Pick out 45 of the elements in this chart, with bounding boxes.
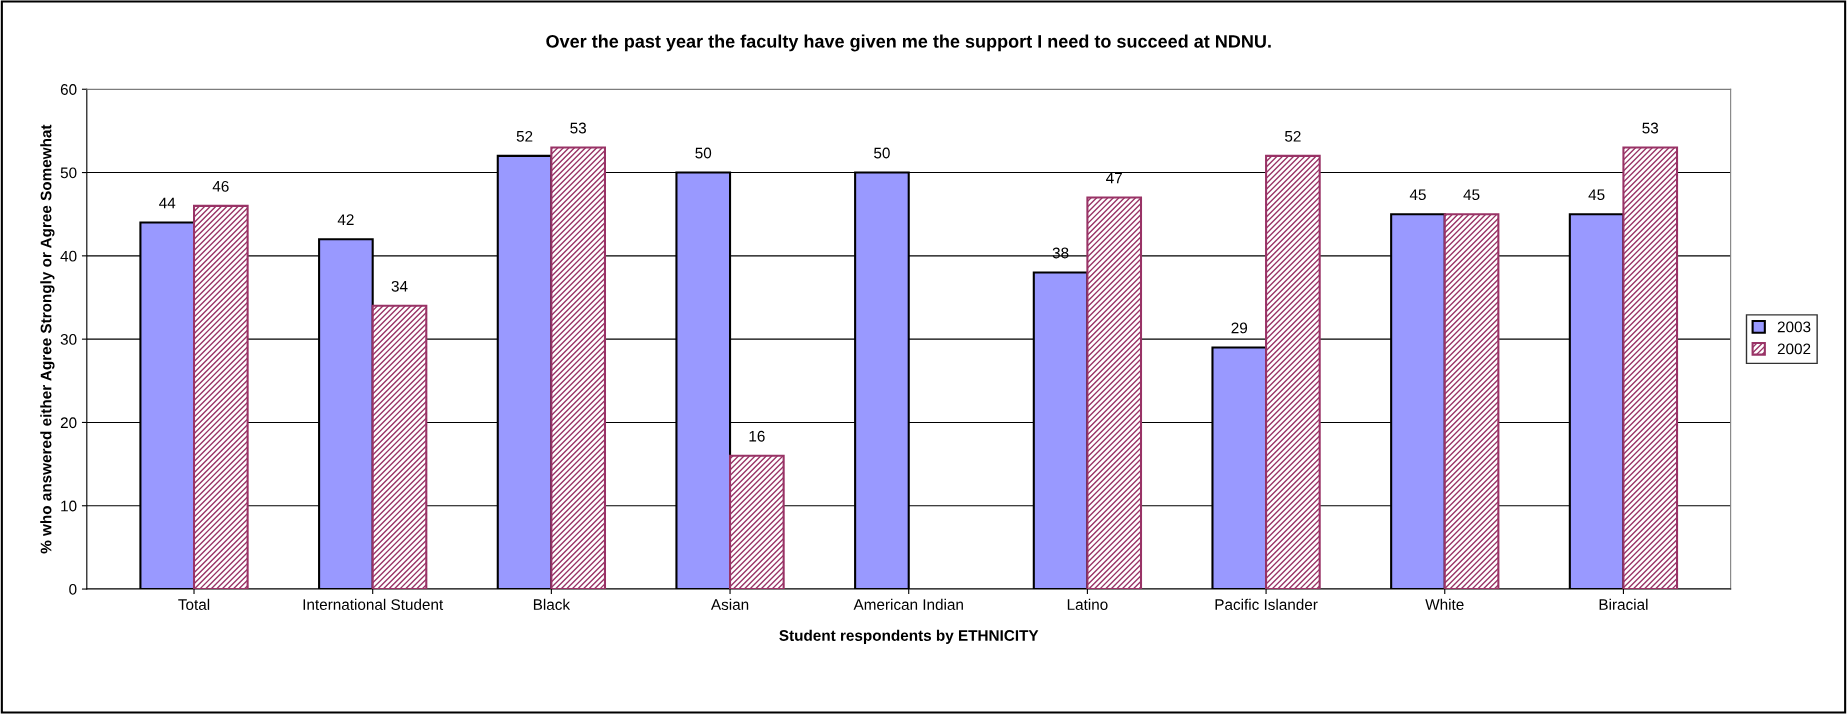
y-tick-label: 30 — [60, 334, 77, 345]
data-label: 16 — [749, 430, 765, 442]
x-tick-label: Pacific Islander — [1215, 598, 1318, 610]
data-label: 50 — [874, 147, 890, 159]
data-label: 45 — [1463, 189, 1480, 201]
x-tick-label: Asian — [710, 598, 749, 610]
chart-title: Over the past year the faculty have given me the support I need to succeed at NDNU. — [546, 34, 1271, 52]
data-label: 46 — [212, 180, 229, 192]
x-axis-title: Student respondents by ETHNICITY — [779, 629, 1039, 644]
bar — [1086, 196, 1143, 590]
bar — [371, 304, 428, 590]
y-axis-title: % who answered either Agree Strongly or Agree Somewhat — [40, 124, 55, 554]
bar — [1265, 154, 1321, 590]
data-label: 44 — [159, 197, 176, 209]
x-tick-label: Biracial — [1599, 598, 1648, 610]
data-label: 34 — [391, 280, 408, 292]
x-tick-label: Latino — [1067, 598, 1108, 610]
y-tick-label: 60 — [60, 84, 77, 95]
legend-label: 2002 — [1777, 343, 1811, 355]
data-label: 45 — [1409, 189, 1426, 201]
legend-label: 2003 — [1777, 321, 1811, 333]
bar — [550, 146, 607, 590]
bar — [1622, 146, 1679, 590]
y-tick-label: 20 — [60, 417, 77, 429]
x-tick-label: American Indian — [853, 598, 963, 610]
y-tick-label: 0 — [69, 583, 77, 595]
bar — [192, 204, 249, 590]
y-tick-label: 10 — [61, 500, 77, 512]
y-tick-label: 40 — [60, 250, 77, 262]
data-label: 52 — [516, 130, 533, 142]
x-tick-label: Black — [533, 598, 571, 610]
y-tick-label: 50 — [60, 167, 77, 179]
data-label: 42 — [337, 214, 354, 225]
x-tick-label: International Student — [303, 598, 444, 610]
x-tick-label: White — [1425, 598, 1464, 610]
data-label: 29 — [1231, 322, 1248, 334]
data-label: 53 — [570, 122, 586, 134]
data-label: 47 — [1106, 172, 1122, 184]
data-label: 50 — [695, 147, 712, 159]
x-tick-label: Total — [178, 598, 210, 610]
bar — [1443, 213, 1500, 590]
bar — [729, 454, 785, 590]
data-label: 45 — [1588, 189, 1605, 201]
data-label: 53 — [1642, 122, 1659, 134]
data-label: 52 — [1285, 130, 1301, 142]
